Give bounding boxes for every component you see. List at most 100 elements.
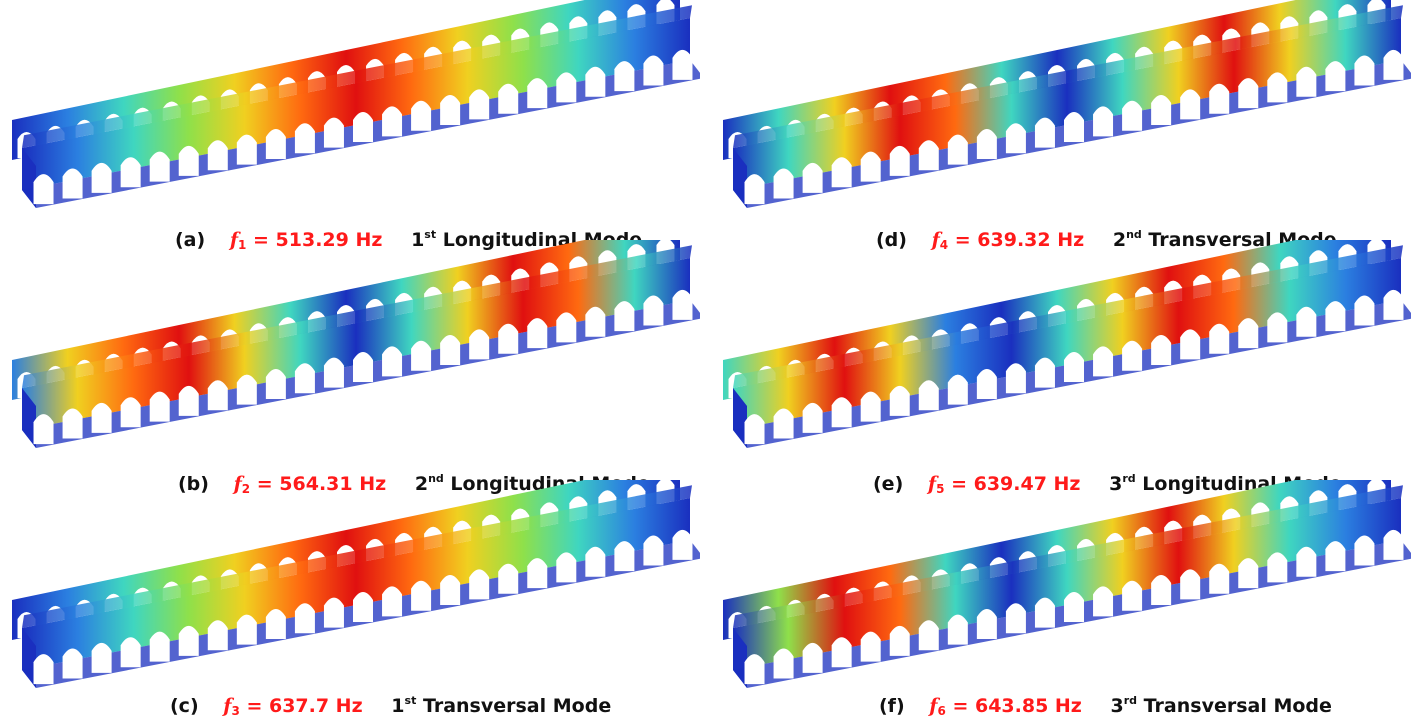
arch-cell — [1005, 603, 1026, 634]
arch-cell — [1296, 306, 1317, 337]
lower-beam — [733, 485, 1411, 688]
arch-cell — [1064, 592, 1084, 622]
arch-cell — [947, 374, 968, 405]
arch-cell — [33, 414, 54, 445]
mode-ordinal: 3 — [1110, 695, 1124, 717]
arch-cell — [773, 408, 794, 439]
frequency: f1 = 513.29 Hz — [229, 229, 383, 252]
caption: (b) f2 = 564.31 Hz 2nd Longitudinal Mode — [178, 468, 650, 500]
arch-cell — [294, 363, 315, 394]
arch-cell — [265, 128, 286, 159]
arch-cell — [1034, 357, 1055, 388]
arch-cell — [889, 145, 910, 176]
arch-cell — [294, 603, 315, 634]
arch-cell — [62, 408, 83, 439]
arch-cell — [1064, 112, 1084, 142]
arch-cell — [1354, 55, 1375, 86]
arch-cell — [1238, 558, 1259, 589]
arch-cell — [149, 631, 170, 662]
arch-cell — [802, 642, 823, 673]
frequency-symbol: f — [927, 473, 937, 495]
arch-cell — [294, 123, 315, 154]
arch-cell — [1267, 312, 1288, 343]
arch-cell — [918, 380, 939, 411]
arch-cell — [527, 318, 548, 349]
arch-cell — [1093, 586, 1114, 617]
mode-ordinal: 1 — [391, 695, 405, 717]
arch-cell — [889, 625, 910, 656]
arch-cell — [1151, 575, 1172, 606]
arch-cell — [411, 100, 432, 131]
caption: (f) f6 = 643.85 Hz 3rd Transversal Mode — [879, 690, 1332, 722]
arch-cell — [744, 414, 765, 445]
panel-a: (a) f1 = 513.29 Hz 1st Longitudinal Mode — [0, 0, 700, 252]
mode-shape-figure — [12, 240, 700, 448]
mode-ordinal-suffix: st — [424, 228, 437, 241]
arch-cell — [1325, 61, 1346, 92]
arch-cell — [440, 95, 461, 126]
panel-b: (b) f2 = 564.31 Hz 2nd Longitudinal Mode — [0, 240, 700, 496]
arch-cell — [382, 346, 403, 377]
frequency-index: 1 — [238, 238, 247, 252]
mode-ordinal-suffix: rd — [1123, 694, 1138, 707]
arch-cell — [831, 397, 852, 428]
mode-ordinal-suffix: nd — [1126, 228, 1142, 241]
arch-cell — [1209, 83, 1230, 114]
arch-cell — [1296, 546, 1317, 577]
arch-cell — [1325, 541, 1346, 572]
arch-cell — [323, 117, 344, 148]
arch-cell — [178, 145, 199, 176]
arch-cell — [1005, 123, 1026, 154]
arch-cell — [947, 614, 968, 645]
arch-cell — [1122, 580, 1143, 611]
arch-cell — [120, 637, 141, 668]
frequency-value: = 637.7 Hz — [246, 695, 363, 717]
arch-cell — [918, 140, 939, 171]
arch-cell — [614, 61, 635, 92]
arch-cell — [265, 608, 286, 639]
arch-cell — [91, 162, 112, 193]
arch-cell — [831, 637, 852, 668]
arch-cell — [1034, 117, 1055, 148]
mode-shape-figure — [12, 0, 700, 208]
arch-cell — [614, 541, 635, 572]
mode-shape-figure — [723, 0, 1411, 208]
mode-shape-figure — [12, 480, 700, 688]
frequency-symbol: f — [229, 229, 239, 251]
arch-cell — [353, 592, 373, 622]
arch-cell — [773, 168, 794, 199]
mode-ordinal: 2 — [414, 473, 429, 495]
arch-cell — [236, 614, 257, 645]
arch-cell — [556, 552, 577, 583]
arch-cell — [1383, 529, 1404, 560]
mode-shape-figure — [723, 240, 1411, 448]
arch-cell — [614, 301, 635, 332]
frequency-value: = 643.85 Hz — [952, 695, 1082, 717]
arch-cell — [556, 72, 577, 103]
arch-cell — [918, 620, 939, 651]
frequency: f3 = 637.7 Hz — [223, 695, 363, 718]
arch-cell — [1267, 552, 1288, 583]
arch-cell — [802, 162, 823, 193]
arch-cell — [1383, 289, 1404, 320]
arch-cell — [976, 128, 997, 159]
arch-cell — [440, 575, 461, 606]
frequency-index: 2 — [241, 482, 251, 496]
arch-cell — [744, 654, 765, 685]
arch-cell — [469, 89, 490, 120]
arch-cell — [498, 563, 519, 594]
arch-cell — [91, 642, 112, 673]
lower-beam — [733, 5, 1411, 208]
arch-cell — [120, 397, 141, 428]
arch-cell — [802, 402, 823, 433]
frequency: f4 = 639.32 Hz — [932, 229, 1085, 252]
mode-ordinal-suffix: rd — [1122, 472, 1136, 485]
arch-cell — [672, 289, 693, 320]
arch-cell — [1005, 363, 1026, 394]
arch-cell — [527, 78, 548, 109]
arch-cell — [33, 654, 54, 685]
lower-beam — [22, 485, 700, 688]
mode-name: Transversal Mode — [1143, 695, 1332, 717]
frequency-index: 5 — [936, 482, 945, 496]
panel-label: (d) — [876, 229, 907, 251]
